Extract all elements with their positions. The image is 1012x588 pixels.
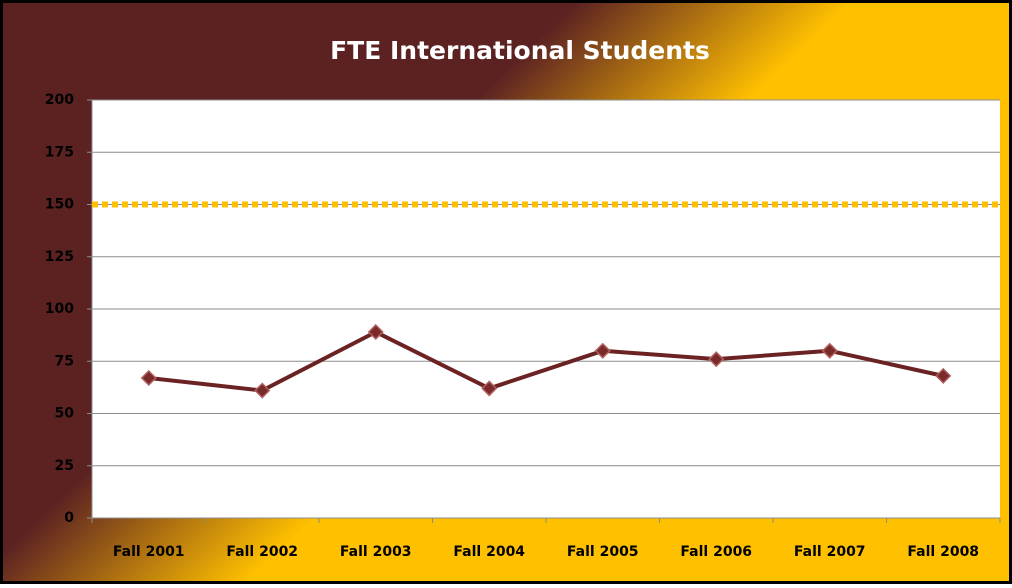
x-tick-label: Fall 2008 [907,544,979,560]
marker [594,342,611,359]
y-tick-label: 150 [45,197,74,213]
series-line [148,329,944,393]
marker [708,351,725,368]
marker [254,382,271,399]
marker [935,367,952,384]
x-tick-label: Fall 2001 [113,544,185,560]
marker [821,342,838,359]
x-tick-label: Fall 2007 [794,544,866,560]
marker [140,369,157,387]
y-tick-label: 200 [45,92,74,108]
y-tick-label: 175 [45,144,74,160]
y-tick-label: 100 [45,301,74,317]
y-tick-label: 0 [64,510,74,526]
marker [481,380,498,397]
x-tick-label: Fall 2003 [340,544,412,560]
marker [367,323,384,341]
x-tick-label: Fall 2006 [680,544,752,560]
y-tick-label: 25 [55,458,74,474]
y-tick-label: 50 [55,406,75,422]
y-tick-label: 75 [55,353,74,369]
chart-title: FTE International Students [330,36,710,65]
x-tick-label: Fall 2002 [226,544,298,560]
x-tick-label: Fall 2004 [453,544,525,560]
x-tick-label: Fall 2005 [567,544,639,560]
y-tick-label: 125 [45,249,74,265]
